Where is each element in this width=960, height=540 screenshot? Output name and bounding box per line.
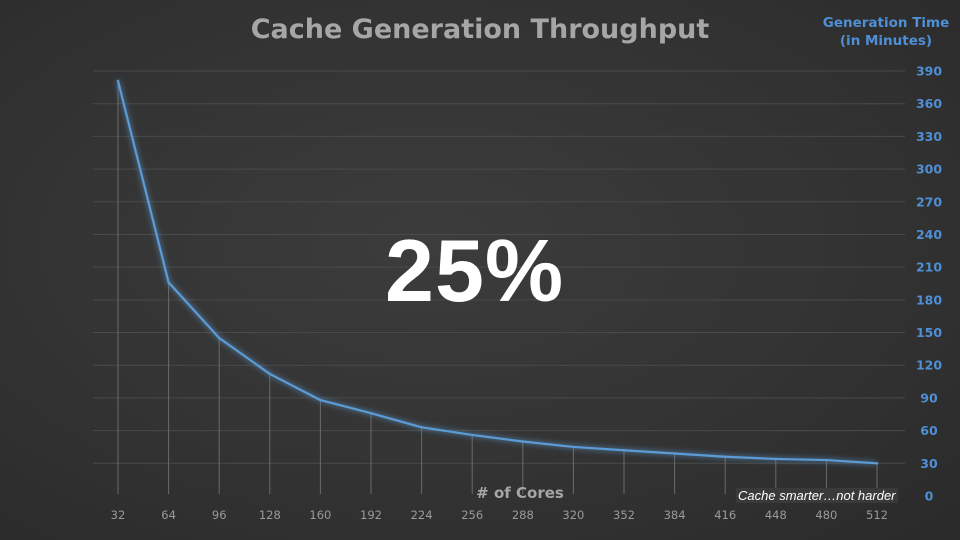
percent-callout: 25% (385, 221, 565, 320)
x-tick-label: 192 (360, 508, 382, 522)
series-line-group (116, 79, 879, 465)
x-tick-label: 416 (714, 508, 736, 522)
data-point (875, 462, 879, 465)
data-point (572, 445, 575, 449)
x-tick-label: 448 (765, 508, 787, 522)
y-tick-label: 270 (916, 194, 942, 209)
x-tick-label: 160 (309, 508, 331, 522)
x-tick-label: 320 (562, 508, 584, 522)
x-tick-label: 96 (212, 508, 227, 522)
data-point (622, 449, 626, 452)
x-tick-labels: 32 64 96 128 160 192 224 256 288 320 352 384 416 448 4… (111, 508, 888, 522)
y-tick-labels: 0 30 60 90 120 150 180 210 240 270 300 330 360 390 (916, 64, 942, 504)
y-tick-label: 30 (920, 456, 938, 471)
x-tick-label: 32 (111, 508, 126, 522)
x-tick-label: 256 (461, 508, 483, 522)
caption-note: Cache smarter…not harder (736, 488, 898, 503)
data-point (116, 79, 120, 83)
y-axis-title-line2: (in Minutes) (839, 33, 933, 49)
x-tick-label: 384 (664, 508, 686, 522)
y-tick-label: 360 (916, 96, 942, 111)
data-point (369, 411, 373, 415)
data-point (825, 458, 828, 462)
x-tick-label: 512 (866, 508, 888, 522)
data-point (521, 440, 524, 443)
y-axis-title: Generation Time (in Minutes) (806, 14, 960, 50)
y-tick-label: 180 (916, 292, 942, 307)
x-axis-title: # of Cores (476, 484, 564, 502)
x-tick-label: 352 (613, 508, 635, 522)
x-tick-label: 128 (259, 508, 281, 522)
data-point (471, 433, 474, 437)
data-point (268, 372, 271, 376)
x-tick-label: 288 (512, 508, 534, 522)
y-axis-title-line1: Generation Time (822, 15, 950, 31)
y-tick-label: 120 (916, 358, 942, 373)
y-tick-label: 390 (916, 64, 942, 79)
data-point (724, 455, 727, 458)
y-tick-label: 60 (920, 423, 938, 438)
x-tick-label: 224 (411, 508, 433, 522)
y-tick-label: 150 (916, 325, 942, 340)
data-point (673, 452, 676, 455)
drop-lines (117, 80, 878, 494)
gridlines (93, 70, 905, 464)
y-tick-label: 300 (916, 162, 942, 177)
x-tick-label: 480 (815, 508, 837, 522)
data-point (774, 457, 777, 461)
series-line (116, 80, 878, 465)
data-point (167, 281, 170, 284)
y-tick-label: 0 (925, 489, 934, 504)
data-point (319, 398, 322, 402)
chart-title: Cache Generation Throughput (250, 14, 710, 45)
y-tick-label: 240 (916, 227, 942, 242)
data-point (218, 336, 221, 340)
x-tick-label: 64 (161, 508, 176, 522)
y-tick-label: 330 (916, 129, 942, 144)
y-tick-label: 210 (916, 260, 942, 275)
y-tick-label: 90 (920, 390, 938, 405)
data-point (420, 426, 423, 429)
